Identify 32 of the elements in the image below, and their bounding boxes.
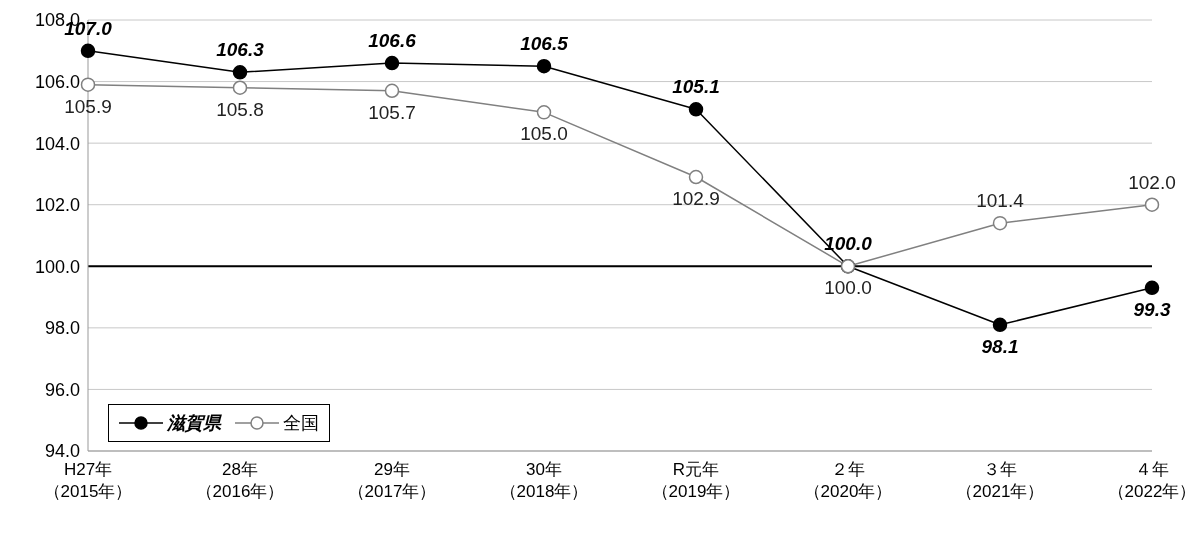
data-label: 102.9 [672, 188, 720, 210]
y-tick-label: 104.0 [34, 133, 80, 154]
data-label: 100.0 [824, 277, 872, 299]
x-tick-label: ３年（2021年） [955, 460, 1045, 501]
data-label: 100.0 [824, 233, 873, 255]
x-tick-label: ４年（2022年） [1107, 460, 1197, 501]
y-tick-label: 102.0 [34, 195, 80, 216]
data-label: 106.5 [520, 33, 569, 55]
y-tick-label: 100.0 [34, 256, 80, 277]
data-label: 105.0 [520, 123, 568, 145]
legend-label: 滋賀県 [167, 412, 221, 435]
y-tick-label: 106.0 [34, 71, 80, 92]
x-tick-label: 30年（2018年） [499, 460, 589, 501]
y-tick-label: 96.0 [44, 379, 80, 400]
data-label: 105.9 [64, 95, 112, 117]
data-label: 106.3 [216, 39, 265, 61]
data-label: 105.7 [368, 101, 416, 123]
x-tick-label: 28年（2016年） [195, 460, 285, 501]
x-tick-label: R元年（2019年） [651, 460, 741, 501]
y-tick-label: 94.0 [44, 441, 80, 462]
data-label: 99.3 [1133, 298, 1171, 320]
x-tick-label: H27年（2015年） [43, 460, 133, 501]
data-label: 98.1 [981, 335, 1019, 357]
y-tick-label: 98.0 [44, 318, 80, 339]
data-label: 105.1 [672, 76, 720, 98]
legend-label: 全国 [283, 412, 319, 435]
data-label: 105.8 [216, 98, 264, 120]
data-label: 101.4 [976, 190, 1025, 212]
x-tick-label: 29年（2017年） [347, 460, 437, 501]
x-tick-label: ２年（2020年） [803, 460, 893, 501]
data-label: 106.6 [368, 30, 417, 52]
data-label: 102.0 [1128, 171, 1176, 193]
